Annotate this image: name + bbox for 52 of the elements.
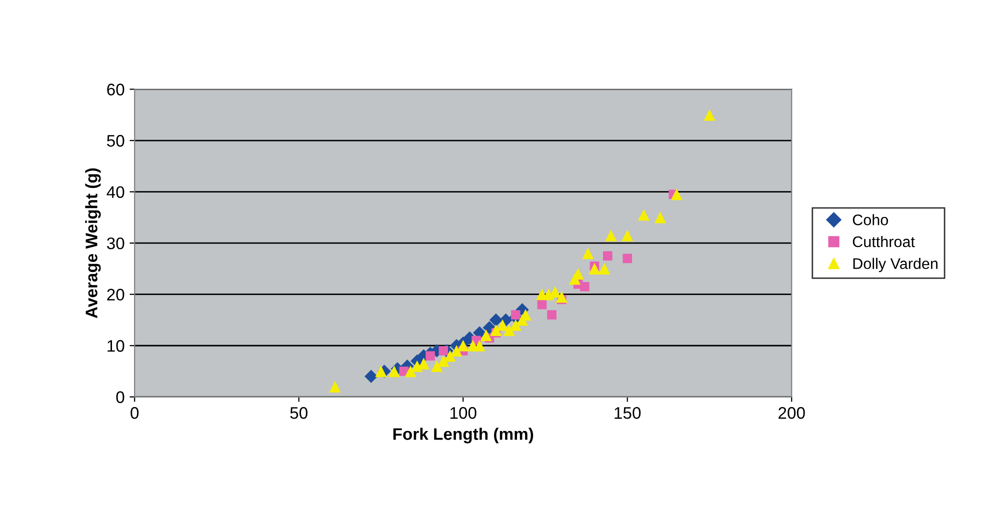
point [622,230,634,242]
x-tick-label: 50 [290,407,308,419]
legend-label: Dolly Varden [853,258,938,272]
point [329,380,341,392]
point [582,248,594,260]
point [602,251,612,261]
point [622,254,632,264]
point [438,346,448,356]
x-tick-label: 150 [614,407,641,419]
x-tick-label: 0 [130,407,139,419]
point [431,360,443,372]
point [503,324,515,336]
point [489,313,503,327]
point [404,365,416,378]
point [457,340,469,352]
point [438,355,450,367]
y-tick-label: 0 [116,391,124,404]
y-tick-label: 50 [107,134,124,147]
x-axis-title: Fork Length (mm) [393,428,534,444]
point [490,324,502,336]
x-tick-label: 200 [778,407,805,419]
x-tick-label: 100 [450,407,476,419]
y-tick-label: 60 [107,84,124,96]
point [450,344,462,357]
point [444,350,456,362]
legend-label: Cutthroat [852,236,915,248]
point [580,282,590,292]
point [474,340,486,352]
point [598,262,610,275]
y-tick-label: 30 [106,237,124,250]
point [654,212,666,224]
point [547,310,556,320]
y-tick-label: 10 [108,340,124,352]
point [588,262,600,275]
point [511,310,520,320]
legend-label: Coho [852,214,888,226]
point [364,370,378,383]
point [638,209,650,221]
y-tick-label: 40 [106,186,124,198]
point [426,351,435,361]
y-tick-label: 20 [107,288,124,301]
point [670,188,682,200]
point [537,300,547,310]
point [480,330,492,342]
point [388,365,400,378]
y-axis-title: Average Weight (g) [85,168,101,318]
point [375,365,387,378]
point [510,319,522,331]
point [496,319,508,331]
point [556,291,568,303]
point [704,109,716,121]
point [605,230,617,242]
